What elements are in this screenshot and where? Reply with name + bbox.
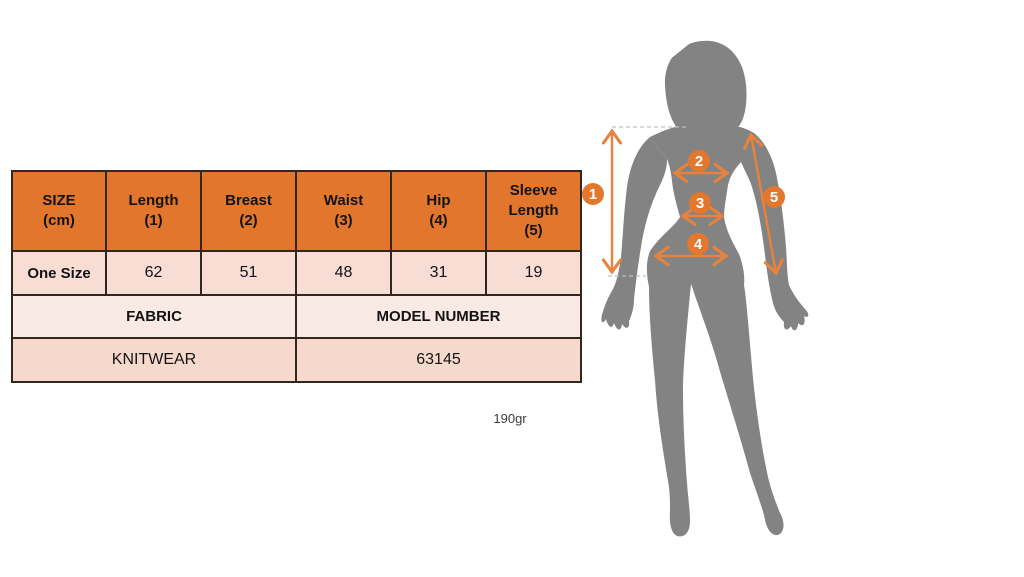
table-size-row: One Size 62 51 48 31 19 (11, 250, 582, 296)
marker-4-number: 4 (694, 236, 703, 253)
marker-1: 1 (582, 183, 604, 205)
header-waist-sub: (3) (334, 212, 353, 229)
fabric-value: KNITWEAR (11, 337, 297, 383)
marker-5-number: 5 (770, 189, 778, 206)
value-waist: 48 (295, 250, 392, 296)
silhouette-right-arm (741, 133, 809, 331)
silhouette-body (646, 123, 784, 537)
size-table: SIZE (cm) Length (1) Breast (2) Waist (3… (11, 170, 582, 383)
header-length-sub: (1) (144, 212, 163, 229)
marker-1-circle (582, 183, 604, 205)
header-breast-sub: (2) (239, 212, 258, 229)
hair-parting-line (666, 41, 690, 61)
marker-4-circle (687, 233, 709, 255)
header-length: Length (1) (105, 170, 202, 252)
weight-note: 190gr (493, 411, 527, 426)
header-sleeve-length-name: Sleeve Length (508, 181, 559, 219)
header-breast: Breast (2) (200, 170, 297, 252)
value-breast: 51 (200, 250, 297, 296)
marker-2: 2 (688, 150, 710, 172)
marker-3-circle (689, 192, 711, 214)
table-fabric-header-row: FABRIC MODEL NUMBER (11, 294, 582, 339)
model-number-value: 63145 (295, 337, 582, 383)
size-row-label: One Size (11, 250, 107, 296)
header-breast-name: Breast (225, 191, 272, 209)
table-fabric-value-row: KNITWEAR 63145 (11, 337, 582, 383)
header-length-name: Length (128, 191, 179, 209)
woman-silhouette (601, 40, 809, 537)
fabric-label: FABRIC (11, 294, 297, 339)
silhouette-head (664, 40, 747, 139)
silhouette-left-arm (601, 137, 667, 330)
header-size-sub: (cm) (43, 212, 75, 229)
marker-3-number: 3 (696, 195, 704, 212)
table-header-row: SIZE (cm) Length (1) Breast (2) Waist (3… (11, 170, 582, 252)
measurement-markers: 1 2 3 4 5 (582, 150, 785, 255)
measurement-figure: 1 2 3 4 5 (582, 40, 809, 537)
header-sleeve-length-sub: (5) (524, 222, 543, 240)
header-waist: Waist (3) (295, 170, 392, 252)
header-hip-name: Hip (426, 191, 451, 209)
arrow-sleeve (743, 132, 784, 276)
value-length: 62 (105, 250, 202, 296)
header-waist-name: Waist (323, 191, 364, 209)
marker-3: 3 (689, 192, 711, 214)
dashed-guides (608, 126, 686, 277)
marker-5-circle (763, 186, 785, 208)
header-hip: Hip (4) (390, 170, 487, 252)
marker-2-circle (688, 150, 710, 172)
header-size-name: SIZE (42, 191, 76, 209)
marker-5: 5 (763, 186, 785, 208)
header-sleeve-length: Sleeve Length (5) (485, 170, 582, 252)
value-sleeve: 19 (485, 250, 582, 296)
header-hip-sub: (4) (429, 212, 448, 229)
measurement-arrows (601, 128, 784, 276)
header-size: SIZE (cm) (11, 170, 107, 252)
marker-1-number: 1 (589, 186, 597, 203)
marker-2-number: 2 (695, 153, 703, 170)
model-number-label: MODEL NUMBER (295, 294, 582, 339)
value-hip: 31 (390, 250, 487, 296)
marker-4: 4 (687, 233, 709, 255)
